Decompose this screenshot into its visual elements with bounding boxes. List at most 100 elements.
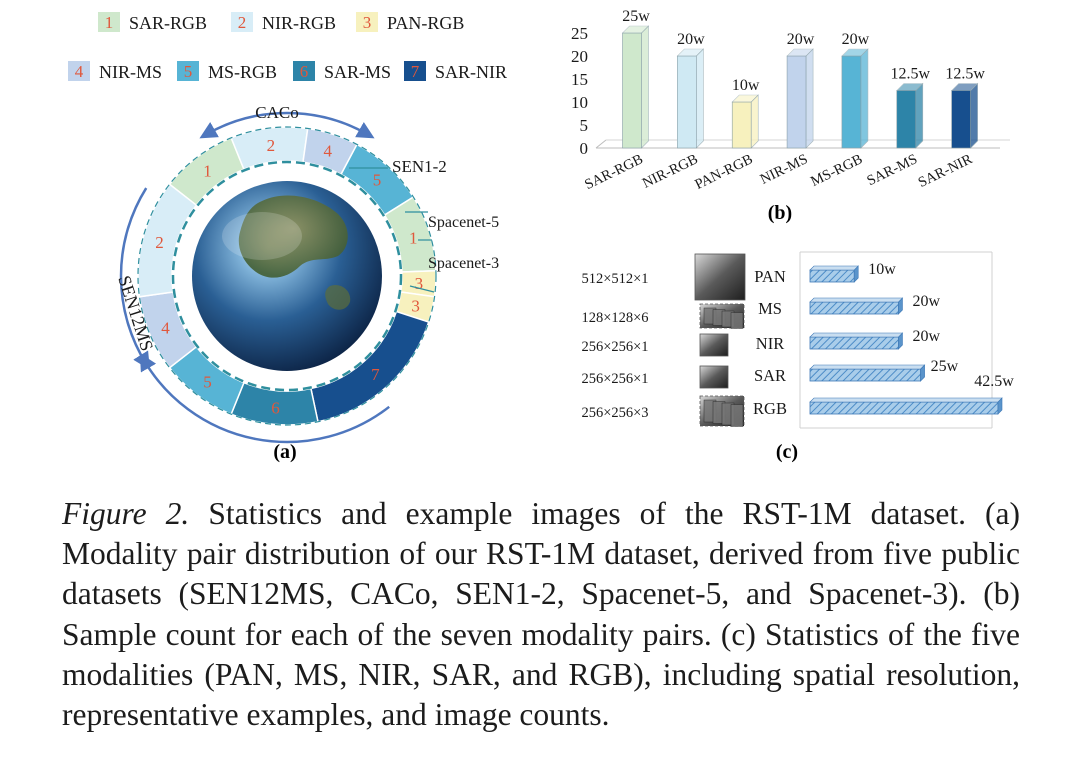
modality-label-rgb: RGB (753, 399, 787, 418)
x-tick-label: SAR-NIR (916, 151, 975, 191)
legend-swatch (68, 61, 90, 81)
hbar-data-label: 10w (868, 261, 896, 278)
bar-side (860, 48, 869, 149)
legend-label: SAR-RGB (129, 13, 207, 33)
bar-data-label: 10w (732, 77, 760, 94)
figure-caption: Figure 2. Statistics and example images … (62, 494, 1020, 735)
legend-item-ms-rgb: 5 MS-RGB (177, 61, 277, 82)
bar-data-label: 12.5w (891, 66, 931, 83)
bar-nir-rgb (676, 48, 705, 149)
legend-item-pan-rgb: 3 PAN-RGB (356, 12, 464, 33)
modality-label-ms: MS (758, 299, 782, 318)
modality-ring: 1 2 4 5 1 3 3 7 6 5 4 2 CACo SEN1-2 Spacenet-5 Spacenet… (114, 103, 499, 444)
hbar-pan (809, 265, 859, 283)
thumbnail-band (730, 404, 744, 427)
caption-label: Figure 2. (62, 496, 190, 531)
legend-swatch (293, 61, 315, 81)
y-tick-label: 5 (580, 116, 589, 135)
y-tick-label: 0 (580, 139, 589, 158)
caco-range-arrow (199, 111, 375, 139)
y-tick-label: 20 (571, 47, 588, 66)
bar-top (731, 94, 759, 103)
bar-top (950, 83, 979, 91)
x-tick-label: MS-RGB (808, 151, 865, 190)
bar-side (915, 82, 924, 149)
legend-number: 7 (411, 62, 420, 81)
bar-pan-rgb (731, 94, 759, 149)
hbar-front (809, 301, 899, 315)
bar-top (896, 83, 924, 91)
bar-top (676, 48, 705, 57)
earth-highlight (222, 212, 302, 260)
hbar-top (809, 265, 859, 271)
legend-item-sar-ms: 6 SAR-MS (293, 61, 391, 82)
bar-side (641, 25, 649, 149)
hbar-top (809, 364, 926, 370)
hbar-top (809, 297, 904, 303)
legend-swatch (404, 61, 426, 81)
earth-land-small (325, 284, 351, 310)
hbar-rgb (809, 397, 1003, 415)
bar-data-label: 20w (842, 31, 870, 48)
modality-label-nir: NIR (756, 334, 784, 353)
resolution-label: 256×256×1 (581, 371, 648, 387)
leader-line (409, 285, 435, 293)
bar-top (786, 48, 814, 57)
resolution-label: 256×256×1 (581, 339, 648, 355)
ring-segment-number: 1 (203, 162, 212, 181)
legend-number: 1 (105, 13, 114, 32)
y-tick-label: 15 (571, 70, 588, 89)
hbar-data-label: 20w (912, 328, 940, 345)
resolution-label: 512×512×1 (581, 271, 648, 287)
ring-segment-number: 7 (371, 365, 380, 384)
legend-label: SAR-NIR (435, 62, 507, 82)
sen12ms-range-arrow-lower (139, 352, 390, 444)
ring-segment (137, 183, 198, 298)
bar-front (841, 55, 862, 149)
bar-side (805, 48, 814, 149)
panel-label-c: (c) (776, 441, 798, 463)
legend-item-sar-rgb: 1 SAR-RGB (98, 12, 207, 33)
x-tick-label: NIR-MS (758, 151, 811, 188)
ring-segment-number: 3 (415, 274, 424, 293)
hbar-top (809, 397, 1003, 403)
panel-label-b: (b) (768, 202, 792, 224)
modality-label-pan: PAN (754, 267, 786, 286)
legend-label: NIR-RGB (262, 13, 336, 33)
ring-segment-number: 4 (161, 319, 170, 338)
thumbnail-image (699, 365, 729, 389)
thumbnail-image (699, 333, 729, 357)
dataset-label-sen1-2: SEN1-2 (392, 157, 447, 176)
thumbnail-image (694, 253, 746, 301)
caption-text: Statistics and example images of the RST… (62, 496, 1021, 733)
bar-top (841, 48, 869, 57)
thumbnail-ms (699, 303, 745, 329)
resolution-label: 256×256×3 (581, 405, 648, 421)
y-tick-label: 25 (571, 24, 588, 43)
legend-number: 6 (300, 62, 309, 81)
legend-number: 4 (75, 62, 84, 81)
bar-top (621, 25, 650, 34)
legend-number: 2 (238, 13, 247, 32)
hbar-nir (809, 332, 904, 350)
bar-front (896, 90, 917, 149)
x-tick-label: SAR-RGB (582, 151, 646, 193)
thumbnail-rgb (699, 395, 745, 427)
bar-data-label: 12.5w (945, 66, 985, 83)
bar-ms-rgb (841, 48, 869, 149)
x-tick-label: PAN-RGB (692, 151, 755, 193)
sen12ms-range-arrow-upper (119, 187, 150, 370)
legend-swatch (231, 12, 253, 32)
ring-segment-number: 4 (324, 141, 333, 160)
ring-segment-number: 5 (203, 372, 212, 391)
thumbnail-sar (699, 365, 729, 389)
ring-segment-number: 1 (409, 228, 418, 247)
legend-swatch (177, 61, 199, 81)
bar-sar-nir (950, 82, 979, 149)
legend-label: NIR-MS (99, 62, 162, 82)
y-tick-label: 10 (571, 93, 588, 112)
bar-nir-ms (786, 48, 814, 149)
earth-land (238, 195, 348, 278)
